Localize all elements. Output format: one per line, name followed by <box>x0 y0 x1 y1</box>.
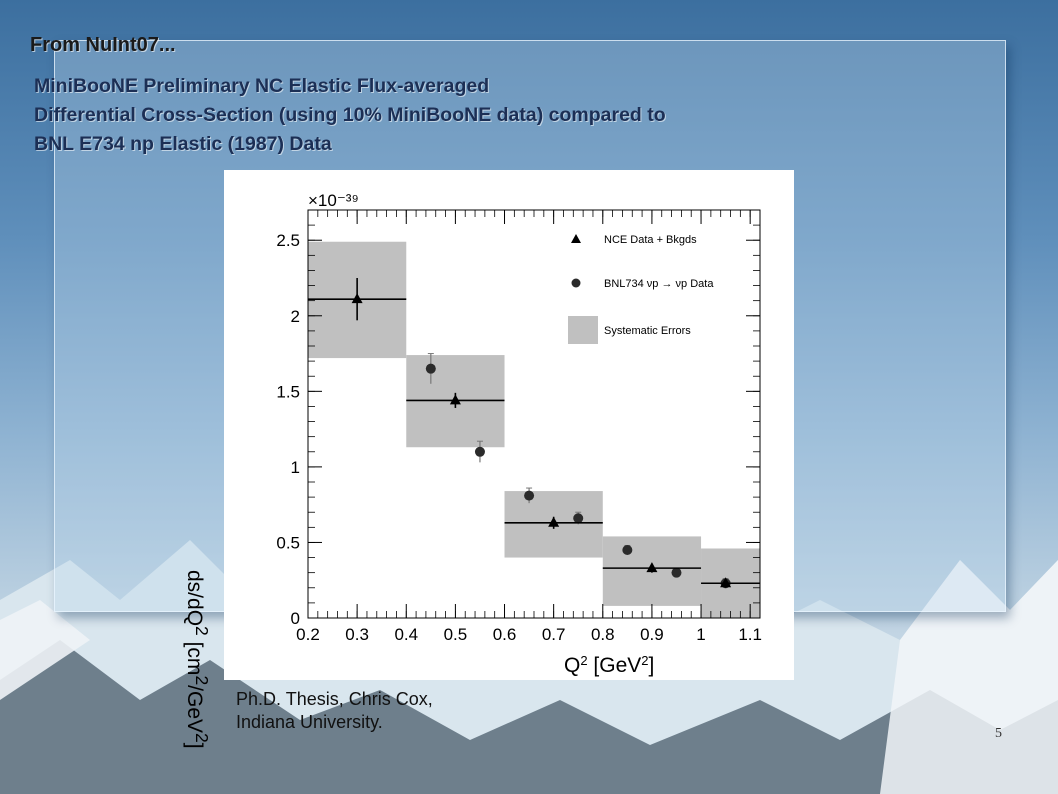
bnl-data-point <box>524 490 535 501</box>
x-tick-label: 0.9 <box>640 625 664 644</box>
chart-image: 0.2 0.3 0.4 0.5 0.6 0.7 0.8 0.9 1 1.1 0 0.5 1 1.5 2 2.5… <box>224 170 794 680</box>
page-number: 5 <box>995 726 1002 741</box>
x-axis-title: Q2 [GeV2] <box>564 653 654 678</box>
title-line-3: BNL E734 np Elastic (1987) Data <box>34 133 332 155</box>
legend-label-nce: NCE Data + Bkgds <box>604 234 697 246</box>
x-tick-label: 0.2 <box>296 625 320 644</box>
citation-line-1: Ph.D. Thesis, Chris Cox, <box>236 689 433 709</box>
slide-heading: From NuInt07... <box>30 34 176 56</box>
cross-section-chart: 0.2 0.3 0.4 0.5 0.6 0.7 0.8 0.9 1 1.1 0 0.5 1 1.5 2 2.5… <box>276 191 762 678</box>
nce-data-point <box>548 516 560 527</box>
bnl-data-point <box>474 446 485 457</box>
bnl-data-point <box>622 545 633 555</box>
x-tick-label: 0.6 <box>493 625 517 644</box>
title-line-2: Differential Cross-Section (using 10% Mi… <box>34 104 666 126</box>
nce-data-point <box>720 577 732 588</box>
legend-circle-marker <box>571 278 581 288</box>
y-tick-label: 1 <box>291 458 300 477</box>
citation: Ph.D. Thesis, Chris Cox, Indiana Univers… <box>236 688 433 734</box>
legend: NCE Data + Bkgds BNL734 νp → νp Data Syste… <box>568 234 714 344</box>
slide-title: MiniBooNE Preliminary NC Elastic Flux-av… <box>34 72 794 159</box>
systematic-bands <box>308 241 760 618</box>
y-tick-label: 0.5 <box>276 533 300 552</box>
bnl-data-point <box>671 567 682 578</box>
x-tick-label: 0.4 <box>394 625 418 644</box>
y-tick-label: 2 <box>291 307 300 326</box>
title-line-1: MiniBooNE Preliminary NC Elastic Flux-av… <box>34 75 490 97</box>
x-tick-label: 0.8 <box>591 625 615 644</box>
x-tick-label: 0.3 <box>345 625 369 644</box>
x-tick-label: 1 <box>696 625 705 644</box>
legend-band-swatch <box>568 316 598 344</box>
citation-line-2: Indiana University. <box>236 712 383 732</box>
nce-data-point <box>449 394 461 405</box>
legend-triangle-marker <box>571 234 581 243</box>
legend-label-sys: Systematic Errors <box>604 325 691 337</box>
x-tick-label: 1.1 <box>738 625 762 644</box>
bnl-data-point <box>573 513 584 524</box>
axis-ticks: 0.2 0.3 0.4 0.5 0.6 0.7 0.8 0.9 1 1.1 0 0.5 1 1.5 2 2.5 <box>276 209 762 644</box>
y-multiplier: ×10⁻³⁹ <box>308 191 359 210</box>
data-points <box>308 278 760 589</box>
nce-data-point <box>351 293 363 304</box>
y-axis-title: ds/dQ2 [cm2/GeV2] <box>183 570 212 749</box>
x-tick-label: 0.5 <box>444 625 468 644</box>
legend-label-bnl: BNL734 νp → νp Data <box>604 278 714 290</box>
y-tick-label: 0 <box>291 609 300 628</box>
nce-data-point <box>646 562 658 573</box>
y-tick-label: 1.5 <box>276 382 300 401</box>
bnl-data-point <box>425 363 436 374</box>
y-tick-label: 2.5 <box>276 231 300 250</box>
x-tick-label: 0.7 <box>542 625 566 644</box>
